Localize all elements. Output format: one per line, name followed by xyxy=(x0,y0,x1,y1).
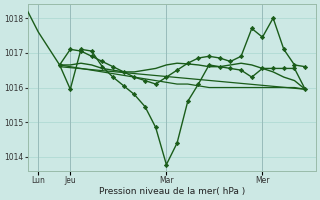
X-axis label: Pression niveau de la mer( hPa ): Pression niveau de la mer( hPa ) xyxy=(99,187,245,196)
